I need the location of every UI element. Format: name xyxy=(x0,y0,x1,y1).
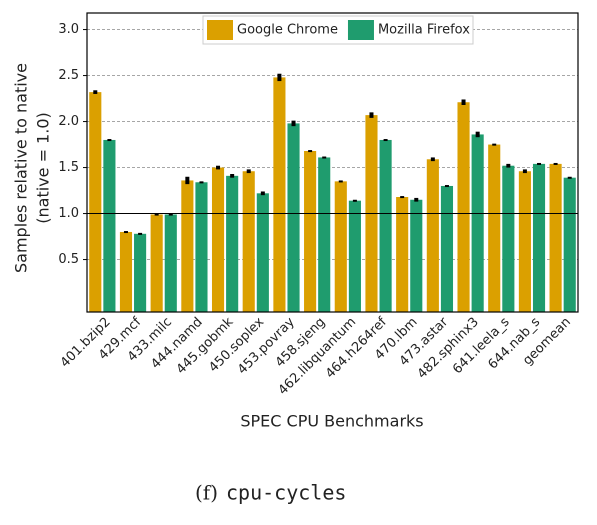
bar xyxy=(502,165,515,312)
error-bar xyxy=(352,199,357,202)
error-bar xyxy=(553,162,558,165)
bar xyxy=(348,200,361,312)
bar xyxy=(457,102,470,313)
error-bar xyxy=(461,99,466,105)
error-bar xyxy=(430,157,435,162)
error-bar xyxy=(199,181,204,184)
legend-swatch xyxy=(207,20,233,40)
bar xyxy=(318,157,331,312)
y-tick-label: 1.0 xyxy=(58,206,79,221)
bar xyxy=(410,199,423,312)
error-bar xyxy=(414,197,419,202)
bar xyxy=(287,123,300,313)
error-bar xyxy=(260,191,265,196)
legend-swatch xyxy=(347,20,374,40)
error-bar xyxy=(506,163,511,168)
y-tick-label: 3.0 xyxy=(58,22,79,37)
caption: cpu-cycles xyxy=(226,481,346,505)
error-bar xyxy=(93,90,98,94)
error-bar xyxy=(338,180,343,183)
caption-label: (f) xyxy=(195,481,218,505)
bar xyxy=(134,233,147,312)
error-bar xyxy=(475,131,480,138)
legend-box xyxy=(202,15,474,45)
bar xyxy=(195,182,208,312)
error-bar xyxy=(291,120,296,127)
y-tick-label: 1.5 xyxy=(58,160,79,175)
error-bar xyxy=(154,213,159,216)
bar xyxy=(532,163,546,312)
bar xyxy=(426,159,439,312)
error-bar xyxy=(185,176,190,185)
bar xyxy=(334,181,347,312)
bar xyxy=(211,167,225,312)
bar xyxy=(273,77,286,313)
y-tick-label: 2.5 xyxy=(58,68,79,83)
y-axis-label: Samples relative to native xyxy=(12,63,31,273)
bar xyxy=(440,185,454,312)
error-bar xyxy=(567,176,572,179)
bar xyxy=(164,214,177,312)
error-bar xyxy=(138,232,143,235)
error-bar xyxy=(123,231,128,234)
error-bar xyxy=(230,174,235,178)
error-bar xyxy=(400,196,405,199)
bar xyxy=(256,193,269,312)
bar xyxy=(304,151,317,312)
plot-frame xyxy=(86,12,579,313)
legend-label: Mozilla Firefox xyxy=(378,23,470,38)
error-bar xyxy=(107,139,112,142)
y-axis-label: (native = 1.0) xyxy=(34,112,53,223)
error-bar xyxy=(216,165,221,170)
bar xyxy=(471,134,484,312)
x-axis-label: SPEC CPU Benchmarks xyxy=(240,412,423,431)
bar xyxy=(379,139,392,312)
error-bar xyxy=(492,143,497,146)
bar xyxy=(119,231,133,312)
legend-label: Google Chrome xyxy=(237,23,338,38)
bar xyxy=(518,171,531,312)
error-bar xyxy=(322,156,327,159)
bar xyxy=(488,144,501,312)
bar xyxy=(181,180,194,312)
error-bar xyxy=(369,112,374,118)
bar xyxy=(549,163,562,312)
error-bar xyxy=(522,169,527,174)
bar xyxy=(396,197,409,312)
bar xyxy=(563,177,576,312)
error-bar xyxy=(308,150,313,153)
bar xyxy=(89,92,102,313)
error-bar xyxy=(168,213,173,216)
error-bar xyxy=(537,162,542,165)
y-tick-label: 0.5 xyxy=(58,252,79,267)
bar xyxy=(242,171,255,312)
error-bar xyxy=(444,185,449,188)
bar xyxy=(226,175,239,312)
error-bar xyxy=(246,169,251,174)
bar xyxy=(150,214,163,312)
error-bar xyxy=(277,73,282,82)
error-bar xyxy=(383,139,388,142)
y-tick-label: 2.0 xyxy=(58,114,79,129)
bar xyxy=(103,139,116,312)
